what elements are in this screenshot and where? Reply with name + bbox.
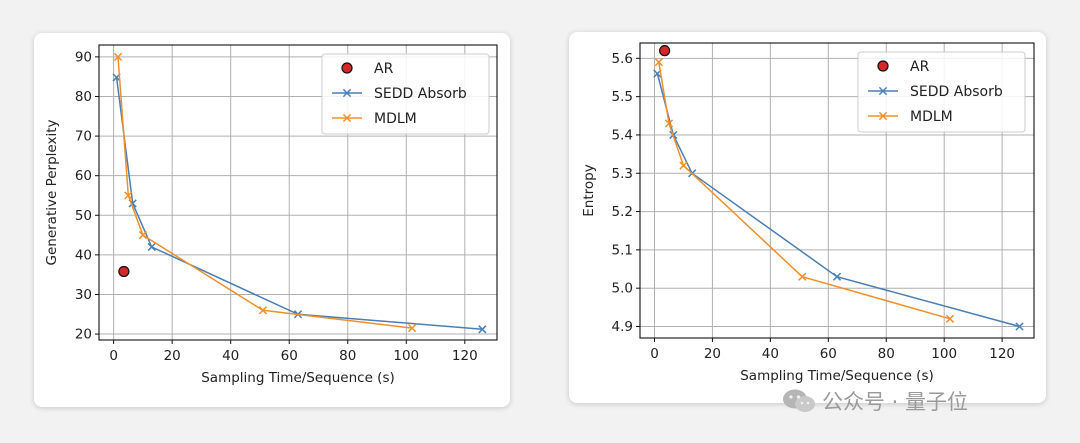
y-tick-label: 40	[75, 247, 92, 263]
x-axis-label: Sampling Time/Sequence (s)	[201, 370, 395, 386]
sedd-absorb-point	[478, 325, 487, 334]
mdlm-point	[138, 230, 148, 240]
legend-sedd-absorb-label: SEDD Absorb	[910, 84, 1003, 100]
x-tick-label: 100	[393, 348, 419, 364]
y-tick-label: 5.3	[612, 166, 633, 182]
y-tick-label: 70	[75, 129, 92, 145]
mdlm-point	[124, 191, 133, 200]
y-tick-label: 5.5	[612, 89, 633, 105]
wechat-icon	[783, 389, 815, 412]
plot-frame	[639, 42, 1035, 339]
plot-frame	[98, 44, 498, 341]
legend-box	[857, 51, 1026, 133]
y-tick-label: 5.1	[612, 242, 633, 258]
x-tick-label: 120	[989, 346, 1015, 362]
legend-mdlm-label: MDLM	[910, 109, 953, 125]
legend-sedd-absorb-marker	[878, 86, 888, 96]
perplexity-chart-card: 0 20 40 60 80 100 120 20 30 40 50 60 70 80 90 Sampling …	[34, 33, 510, 407]
y-tick-label: 60	[75, 168, 92, 184]
legend-sedd-absorb-marker	[342, 88, 352, 98]
ar-point	[659, 45, 671, 57]
y-tick-label: 20	[75, 327, 92, 343]
mdlm-point	[654, 58, 663, 67]
mdlm-point	[798, 272, 807, 281]
x-tick-label: 100	[931, 346, 957, 362]
mdlm-point	[679, 161, 688, 170]
x-tick-label: 40	[762, 346, 779, 362]
y-tick-label: 90	[75, 49, 92, 65]
x-tick-label: 60	[820, 346, 837, 362]
y-axis-label: Entropy	[581, 164, 597, 216]
y-tick-label: 5.6	[612, 51, 633, 67]
x-tick-label: 20	[704, 346, 721, 362]
legend-box	[321, 53, 490, 135]
x-tick-label: 20	[164, 348, 181, 364]
mdlm-point	[408, 323, 417, 333]
sedd-absorb-point	[147, 242, 156, 252]
x-tick-label: 80	[878, 346, 895, 362]
y-tick-label: 50	[75, 208, 92, 224]
x-axis-label: Sampling Time/Sequence (s)	[740, 368, 934, 384]
y-tick-label: 5.0	[612, 281, 633, 297]
mdlm-point	[664, 119, 674, 128]
mdlm-point	[258, 306, 268, 315]
mdlm-point	[945, 314, 955, 323]
legend-ar-marker	[341, 62, 353, 74]
legend-mdlm-marker	[878, 111, 888, 121]
entropy-chart-card: 0 20 40 60 80 100 120 4.9 5.0 5.1 5.2 5.3 5.4 5.5 5.6 S…	[569, 32, 1046, 403]
x-tick-label: 120	[452, 348, 478, 364]
y-axis-label: Generative Perplexity	[44, 119, 60, 265]
watermark-text: 公众号 · 量子位	[822, 390, 969, 414]
x-tick-label: 40	[222, 348, 239, 364]
sedd-absorb-point	[832, 272, 842, 281]
legend-sedd-absorb-label: SEDD Absorb	[374, 86, 467, 102]
perplexity-chart: 0 20 40 60 80 100 120 20 30 40 50 60 70 80 90 Sampling …	[44, 44, 498, 386]
legend-mdlm-label: MDLM	[374, 111, 417, 127]
y-tick-label: 80	[75, 89, 92, 105]
x-tick-label: 80	[339, 348, 356, 364]
y-tick-label: 4.9	[612, 319, 633, 335]
entropy-chart: 0 20 40 60 80 100 120 4.9 5.0 5.1 5.2 5.3 5.4 5.5 5.6 S…	[581, 42, 1035, 384]
sedd-absorb-point	[1015, 322, 1024, 331]
y-tick-label: 5.2	[612, 204, 633, 220]
mdlm-point	[113, 52, 123, 62]
y-tick-label: 5.4	[612, 127, 633, 143]
legend-ar-label: AR	[374, 61, 394, 77]
ar-point	[118, 265, 130, 278]
x-tick-label: 0	[109, 348, 118, 364]
legend-mdlm-marker	[342, 113, 352, 123]
x-tick-label: 0	[650, 346, 659, 362]
x-tick-label: 60	[281, 348, 298, 364]
y-tick-label: 30	[75, 287, 92, 303]
watermark: 公众号 · 量子位	[782, 386, 968, 416]
legend-ar-marker	[877, 60, 889, 72]
legend-ar-label: AR	[910, 59, 930, 75]
